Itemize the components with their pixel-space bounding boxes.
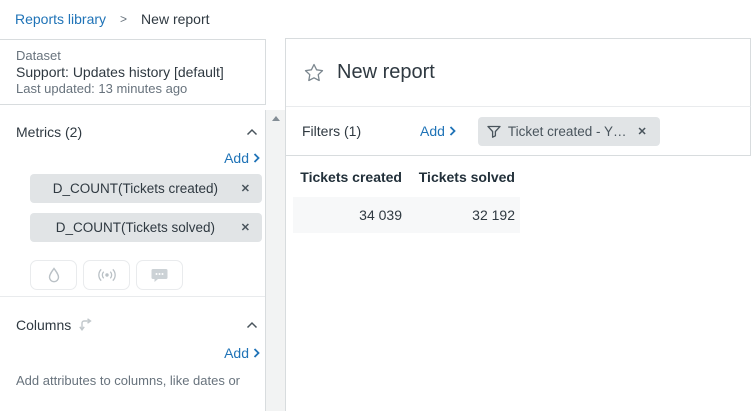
metric-chip-tickets-solved[interactable]: D_COUNT(Tickets solved) ✕: [30, 213, 262, 242]
filters-label: Filters (1): [302, 123, 362, 139]
breadcrumb-separator: >: [120, 12, 128, 26]
metrics-section-header: Metrics (2): [16, 124, 260, 140]
filter-chip-label: Ticket created - Y…: [507, 123, 627, 139]
chevron-right-icon: [253, 348, 260, 358]
columns-title: Columns: [16, 317, 72, 333]
columns-add-label: Add: [224, 345, 249, 361]
remove-icon[interactable]: ✕: [633, 123, 650, 140]
favorite-button[interactable]: [304, 63, 324, 82]
star-icon: [304, 63, 324, 82]
dataset-last-updated: Last updated: 13 minutes ago: [16, 81, 188, 96]
sidebar-scrollbar[interactable]: [266, 110, 285, 411]
columns-add-button[interactable]: Add: [224, 345, 260, 361]
table-header-tickets-created: Tickets created: [300, 168, 402, 185]
broadcast-icon: [97, 268, 116, 282]
report-canvas: New report Filters (1) Add Ticket create…: [285, 38, 751, 411]
columns-section-header: Columns: [16, 317, 260, 333]
chat-button[interactable]: [136, 260, 183, 290]
table-header-tickets-solved: Tickets solved: [418, 168, 515, 185]
columns-collapse-button[interactable]: [244, 319, 260, 331]
report-header: New report: [286, 39, 751, 107]
funnel-icon: [487, 125, 501, 138]
metric-chip-list: D_COUNT(Tickets created) ✕ D_COUNT(Ticke…: [16, 174, 262, 242]
table-cell-tickets-created: 34 039: [359, 207, 402, 223]
table-header-row: Tickets created Tickets solved: [293, 156, 520, 197]
scroll-up-arrow-icon[interactable]: [271, 116, 280, 121]
chat-icon: [151, 268, 168, 282]
dataset-card: Dataset Support: Updates history [defaul…: [0, 39, 266, 105]
report-config-sidebar: Metrics (2) Add D_COUNT(Tickets created)…: [0, 110, 266, 411]
metric-chip-label: D_COUNT(Tickets created): [52, 181, 219, 196]
result-table: Tickets created Tickets solved 34 039 32…: [286, 156, 751, 233]
filters-row: Filters (1) Add Ticket created - Y… ✕: [286, 107, 751, 156]
filter-chip-ticket-created[interactable]: Ticket created - Y… ✕: [477, 116, 660, 146]
sidebar-divider: [0, 296, 265, 297]
metric-chip-label: D_COUNT(Tickets solved): [55, 220, 216, 235]
dataset-name: Support: Updates history [default]: [16, 64, 224, 80]
chevron-right-icon: [449, 126, 456, 136]
table-cell-tickets-solved: 32 192: [472, 207, 515, 223]
swap-columns-icon[interactable]: [79, 317, 95, 333]
columns-hint-text: Add attributes to columns, like dates or: [16, 373, 241, 388]
filters-add-label: Add: [420, 123, 445, 139]
metrics-title: Metrics (2): [16, 124, 83, 140]
report-title[interactable]: New report: [337, 61, 435, 83]
filters-add-button[interactable]: Add: [420, 123, 456, 139]
droplet-button[interactable]: [30, 260, 77, 290]
remove-icon[interactable]: ✕: [237, 180, 254, 197]
metrics-add-button[interactable]: Add: [224, 150, 260, 166]
breadcrumb-current: New report: [141, 11, 210, 27]
dataset-label: Dataset: [16, 48, 61, 63]
droplet-icon: [48, 267, 59, 283]
dataset-tool-buttons: [30, 260, 260, 290]
chevron-right-icon: [253, 153, 260, 163]
breadcrumb-reports-library[interactable]: Reports library: [15, 11, 107, 27]
metrics-collapse-button[interactable]: [244, 126, 260, 138]
broadcast-button[interactable]: [83, 260, 130, 290]
breadcrumb: Reports library > New report: [0, 0, 751, 38]
chevron-up-icon: [246, 128, 258, 136]
remove-icon[interactable]: ✕: [237, 219, 254, 236]
metrics-add-label: Add: [224, 150, 249, 166]
chevron-up-icon: [246, 321, 258, 329]
metric-chip-tickets-created[interactable]: D_COUNT(Tickets created) ✕: [30, 174, 262, 203]
table-row: 34 039 32 192: [293, 197, 520, 233]
